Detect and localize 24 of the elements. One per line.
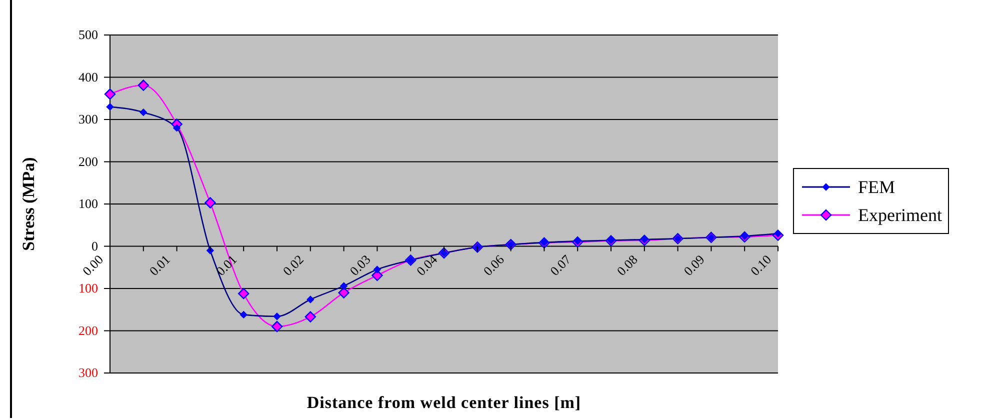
y-tick-label: 0 <box>92 238 98 254</box>
legend-label: FEM <box>858 176 896 199</box>
y-tick-label: 300 <box>78 112 98 126</box>
x-tick-label: 0.09 <box>680 252 708 278</box>
x-tick-label: 0.01 <box>213 252 240 278</box>
x-tick-label: 0.06 <box>480 251 508 278</box>
x-tick-label: 0.03 <box>346 252 374 278</box>
x-tick-label: 0.10 <box>747 252 774 278</box>
x-tick-label: 0.08 <box>614 252 641 278</box>
x-tick-label: 0.00 <box>79 252 106 278</box>
y-tick-label: 300 <box>78 365 98 380</box>
y-axis-title: Stress (MPa) <box>19 157 38 251</box>
x-tick-label: 0.07 <box>547 251 574 278</box>
y-tick-label: 100 <box>78 280 98 296</box>
x-tick-label: 0.02 <box>280 252 307 278</box>
x-axis-title: Distance from weld center lines [m] <box>306 393 582 413</box>
y-tick-label: 400 <box>78 69 98 84</box>
y-tick-label: 200 <box>78 154 98 169</box>
legend-label: Experiment <box>858 204 942 227</box>
y-tick-label: 100 <box>78 196 98 211</box>
x-tick-label: 0.04 <box>413 251 440 278</box>
x-tick-label: 0.01 <box>146 252 173 278</box>
y-tick-label: 200 <box>78 322 98 338</box>
y-tick-label: 500 <box>78 27 98 42</box>
